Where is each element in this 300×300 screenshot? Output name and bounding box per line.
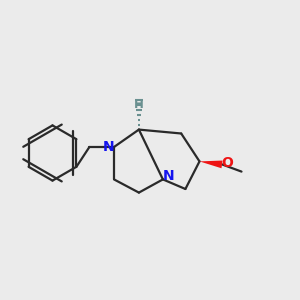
Text: N: N [103, 140, 114, 154]
Text: H: H [134, 98, 144, 112]
Text: O: O [221, 156, 233, 170]
Text: N: N [163, 169, 175, 183]
Polygon shape [200, 160, 223, 168]
